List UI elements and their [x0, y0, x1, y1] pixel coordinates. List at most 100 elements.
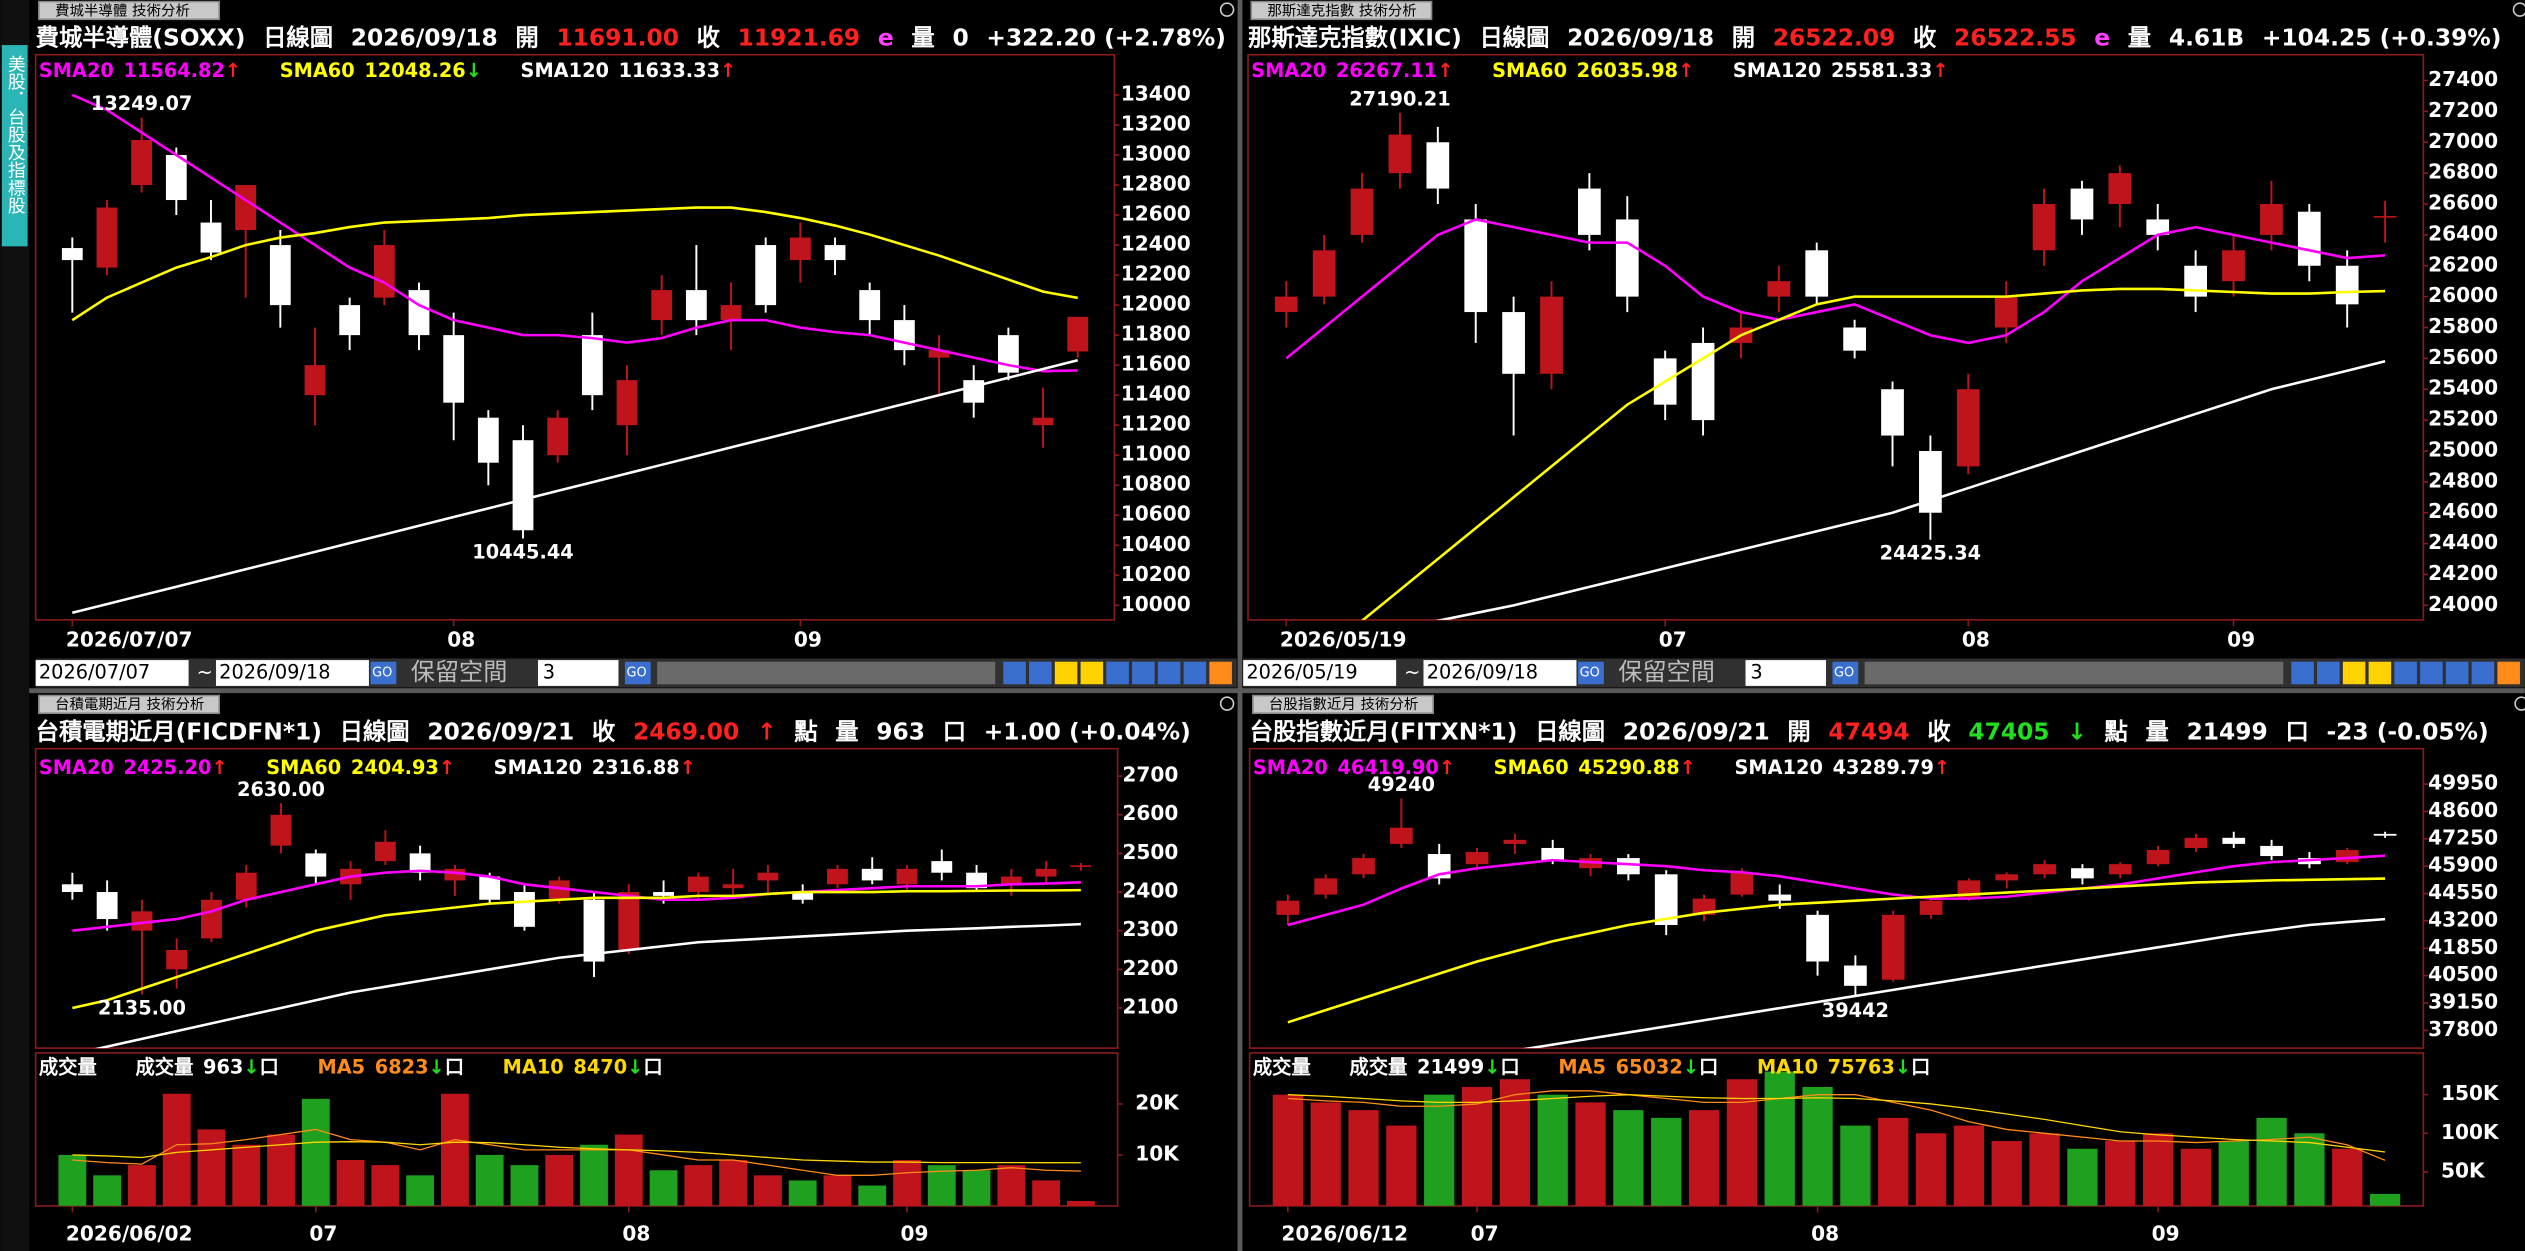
candle-body [1844, 965, 1867, 986]
legend-arrow: ↑ [1680, 755, 1696, 778]
scrollbar[interactable] [1864, 661, 2284, 685]
go-button-label[interactable]: GO [1834, 665, 1854, 680]
toolbar-icon[interactable] [2445, 661, 2469, 685]
date-input[interactable] [1243, 660, 1397, 686]
date-input[interactable] [215, 660, 369, 686]
volume-bar [893, 1160, 921, 1206]
go-button[interactable] [624, 661, 651, 685]
y-tick-label: 13000 [1121, 142, 1191, 166]
toolbar-icon[interactable] [1054, 661, 1078, 685]
zoom-icon[interactable] [1219, 2, 1235, 17]
candle-body [1350, 188, 1374, 235]
date-input-text[interactable]: 2026/09/18 [219, 660, 330, 683]
candle-body [2184, 837, 2208, 848]
go-button[interactable] [1832, 661, 1859, 685]
legend-arrow: ↓ [627, 1055, 643, 1078]
toolbar-icon[interactable] [2394, 661, 2417, 685]
ma-line [94, 922, 1081, 1049]
legend-name: MA5 [1558, 1055, 1606, 1078]
y-tick-label: 10K [1135, 1141, 1180, 1165]
toolbar-icon[interactable] [1080, 661, 1104, 685]
toolbar-icon[interactable] [1157, 661, 1181, 685]
legend-unit: 口 [1699, 1055, 1718, 1078]
toolbar-icon[interactable] [1183, 661, 1207, 685]
sidebar-label[interactable]: 美股．台股及指標股 [5, 54, 26, 214]
toolbar-icon[interactable] [1029, 661, 1052, 685]
y-tick-label: 10200 [1121, 562, 1191, 586]
date-input-text[interactable]: 2026/05/19 [1246, 660, 1357, 683]
header-field: 口 [943, 717, 966, 745]
toolbar-icon[interactable] [2342, 661, 2366, 685]
toolbar-icon[interactable] [2291, 661, 2314, 685]
legend-name: SMA60 [266, 755, 341, 778]
zoom-icon[interactable] [2512, 2, 2525, 17]
toolbar-icon[interactable] [2420, 661, 2443, 685]
candle-body [757, 872, 779, 881]
volume-bar [1575, 1102, 1606, 1206]
x-tick-label: 2026/06/12 [1281, 1221, 1408, 1245]
header-field: 點 [794, 717, 817, 745]
volume-bar [2369, 1193, 2401, 1206]
extreme-label: 39442 [1822, 999, 1889, 1022]
legend-name: MA10 [503, 1055, 564, 1078]
go-button-label[interactable]: GO [372, 665, 392, 680]
y-tick-label: 40500 [2428, 962, 2498, 986]
candle-body [1919, 900, 1943, 915]
panel-tab-label[interactable]: 台積電期近月 技術分析 [55, 696, 204, 713]
toolbar-icon[interactable] [2497, 661, 2520, 685]
panel-tab[interactable] [1250, 0, 1433, 21]
x-tick-label: 07 [1471, 1221, 1499, 1245]
x-tick-label: 2026/06/02 [66, 1221, 193, 1245]
date-input-text[interactable]: 2026/09/18 [1427, 660, 1538, 683]
plot-frame [1247, 53, 2425, 621]
header-field: 47405 [1968, 717, 2049, 745]
go-button[interactable] [370, 661, 397, 685]
count-input-text[interactable]: 3 [1750, 660, 1762, 683]
panel-tab-label[interactable]: 費城半導體 技術分析 [55, 2, 190, 19]
toolbar-icon[interactable] [1106, 661, 1129, 685]
toolbar-icon[interactable] [1209, 661, 1232, 685]
panel-tab-label[interactable]: 那斯達克指數 技術分析 [1267, 2, 1416, 19]
zoom-icon[interactable] [1219, 696, 1235, 711]
count-input-text[interactable]: 3 [543, 660, 555, 683]
y-tick-label: 25800 [2428, 314, 2498, 338]
y-tick-label: 150K [2441, 1081, 2500, 1105]
volume-bar [440, 1093, 469, 1206]
volume-bar [267, 1134, 295, 1206]
y-tick-label: 10000 [1121, 592, 1191, 616]
volume-bar [1348, 1110, 1379, 1206]
candle-body [653, 892, 674, 896]
header-field: 2469.00 [633, 717, 739, 745]
candle-body [583, 899, 605, 962]
header-field: 口 [2285, 717, 2308, 745]
go-button[interactable] [1578, 661, 1604, 685]
panel-tab[interactable] [38, 0, 220, 21]
candle-body [2373, 215, 2397, 218]
sidebar-tab[interactable] [1, 45, 28, 247]
go-button-label[interactable]: GO [1580, 665, 1600, 680]
candle-body [1843, 327, 1866, 351]
scrollbar[interactable] [657, 661, 996, 685]
toolbar-icon[interactable] [1003, 661, 1026, 685]
zoom-icon[interactable] [2514, 696, 2525, 711]
candle-body [514, 892, 535, 927]
toolbar-icon[interactable] [2317, 661, 2340, 685]
candle-body [1617, 858, 1640, 875]
legend-value: 45290.88 [1578, 755, 1679, 778]
panel-tab-label[interactable]: 台股指數近月 技術分析 [1269, 696, 1418, 713]
panel-tab[interactable] [1252, 694, 1434, 715]
date-input[interactable] [35, 660, 189, 686]
legend-value: 26267.11 [1336, 58, 1437, 81]
toolbar-icon[interactable] [1132, 661, 1155, 685]
count-input[interactable] [1745, 660, 1827, 686]
legend: 成交量 成交量 21499↓口 MA5 65032↓口 MA10 75763↓口 [1253, 1055, 1931, 1078]
go-button-label[interactable]: GO [627, 665, 647, 680]
count-input[interactable] [537, 660, 619, 686]
volume-bar [1424, 1094, 1455, 1206]
date-input-text[interactable]: 2026/07/07 [39, 660, 150, 683]
date-input[interactable] [1423, 660, 1577, 686]
toolbar-icon[interactable] [2471, 661, 2495, 685]
panel-tab[interactable] [38, 694, 220, 715]
toolbar-icon[interactable] [2368, 661, 2392, 685]
